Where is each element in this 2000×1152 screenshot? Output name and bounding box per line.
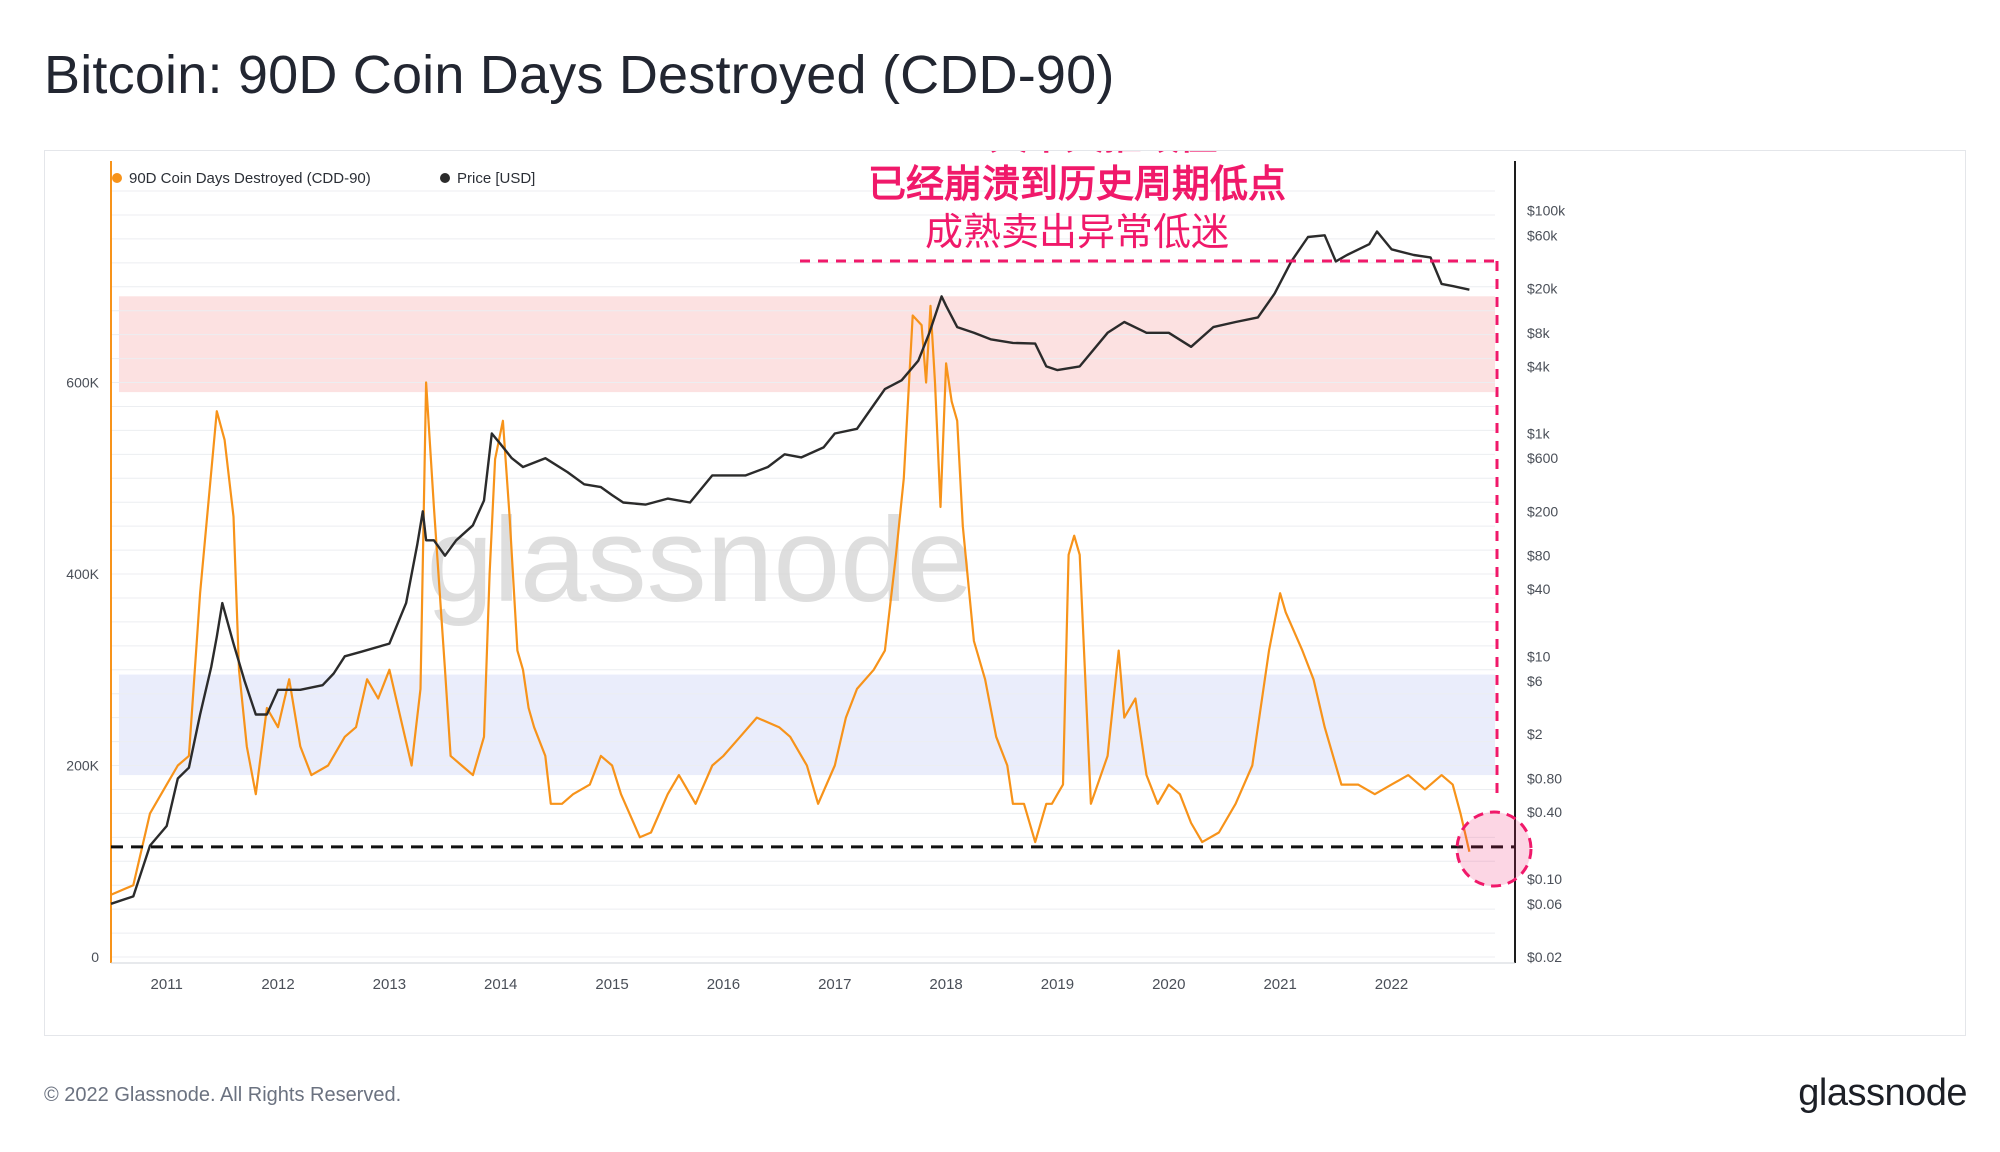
right-tick-label: $80: [1527, 548, 1551, 564]
x-tick-label: 2018: [929, 976, 962, 993]
right-tick-label: $0.02: [1527, 949, 1562, 965]
chart-frame: glassnode 0 200K 400K 600K $100k $60k $20k $8k $…: [44, 150, 1966, 1036]
right-tick-label: $6: [1527, 673, 1543, 689]
chart-legend: 90D Coin Days Destroyed (CDD-90) Price [U…: [112, 170, 535, 187]
x-tick-label: 2017: [818, 976, 851, 993]
right-tick-label: $600: [1527, 450, 1558, 466]
right-tick-label: $4k: [1527, 358, 1551, 374]
x-tick-label: 2012: [261, 976, 294, 993]
annotation-group: 90天币天摧毁值已经崩溃到历史周期低点成熟卖出异常低迷: [868, 151, 1286, 254]
annotation-line: 已经崩溃到历史周期低点: [868, 162, 1286, 206]
chart-bands: [119, 296, 1495, 776]
x-tick-label: 2011: [151, 976, 183, 993]
right-tick-label: $0.06: [1527, 896, 1562, 912]
legend-label: 90D Coin Days Destroyed (CDD-90): [129, 170, 371, 187]
legend-label: Price [USD]: [457, 170, 535, 187]
x-tick-label: 2021: [1263, 976, 1296, 993]
left-tick-label: 0: [91, 949, 99, 965]
x-tick-label: 2019: [1041, 976, 1074, 993]
chart-axes: 0 200K 400K 600K $100k $60k $20k $8k $4k $1k $600 $…: [66, 161, 1566, 993]
chart-svg: glassnode 0 200K 400K 600K $100k $60k $20k $8k $…: [66, 151, 1566, 993]
right-tick-label: $2: [1527, 726, 1543, 742]
cdd-line: [110, 304, 1471, 896]
highlight-circle: [1455, 810, 1533, 888]
right-tick-label: $0.10: [1527, 871, 1562, 887]
chart-grid: [111, 190, 1495, 958]
left-tick-label: 600K: [66, 375, 99, 391]
x-tick-label: 2015: [595, 976, 628, 993]
annotation-line: 成熟卖出异常低迷: [925, 210, 1229, 254]
right-tick-label: $10: [1527, 648, 1551, 664]
right-tick-label: $1k: [1527, 425, 1551, 441]
copyright-footer: © 2022 Glassnode. All Rights Reserved.: [44, 1084, 402, 1106]
right-tick-label: $20k: [1527, 280, 1558, 296]
x-tick-label: 2014: [484, 976, 517, 993]
right-tick-label: $200: [1527, 503, 1558, 519]
right-tick-label: $8k: [1527, 325, 1551, 341]
right-tick-label: $0.80: [1527, 771, 1562, 787]
page-title: Bitcoin: 90D Coin Days Destroyed (CDD-90…: [44, 45, 1115, 105]
x-tick-label: 2020: [1152, 976, 1185, 993]
legend-marker: [112, 173, 122, 183]
watermark: glassnode: [426, 493, 973, 627]
chart-lines: [110, 230, 1471, 905]
brand-logo[interactable]: glassnode: [1798, 1072, 1967, 1114]
left-tick-label: 200K: [66, 758, 99, 774]
price-line: [110, 230, 1470, 905]
legend-marker: [440, 173, 450, 183]
low-band: [119, 674, 1495, 776]
x-tick-label: 2022: [1375, 976, 1408, 993]
right-tick-label: $0.40: [1527, 804, 1562, 820]
right-tick-label: $60k: [1527, 227, 1558, 243]
left-tick-label: 400K: [66, 566, 99, 582]
reference-lines: [111, 259, 1533, 888]
x-tick-label: 2016: [707, 976, 740, 993]
x-tick-label: 2013: [373, 976, 406, 993]
annotation-line: 90天币天摧毁值: [937, 151, 1218, 158]
high-band: [119, 296, 1495, 393]
right-tick-label: $40: [1527, 581, 1551, 597]
right-tick-label: $100k: [1527, 203, 1566, 219]
